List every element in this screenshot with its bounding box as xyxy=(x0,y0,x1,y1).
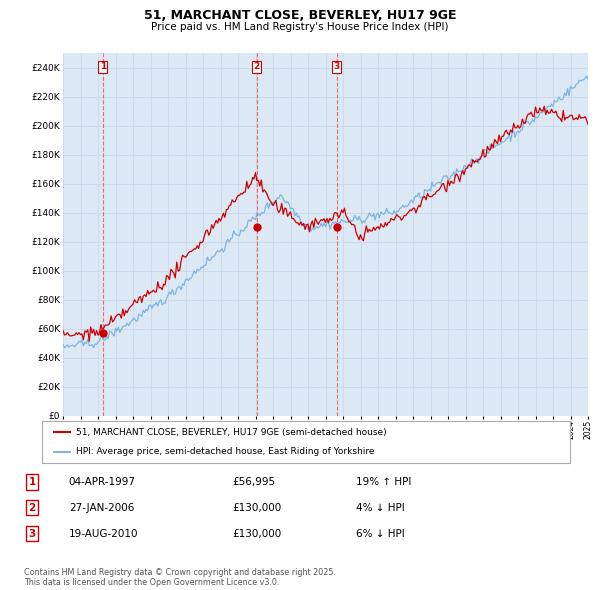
Text: 6% ↓ HPI: 6% ↓ HPI xyxy=(356,529,405,539)
Text: 1: 1 xyxy=(28,477,36,487)
Text: 51, MARCHANT CLOSE, BEVERLEY, HU17 9GE (semi-detached house): 51, MARCHANT CLOSE, BEVERLEY, HU17 9GE (… xyxy=(76,428,387,437)
Text: 4% ↓ HPI: 4% ↓ HPI xyxy=(356,503,405,513)
Text: 3: 3 xyxy=(334,62,340,71)
Text: 2: 2 xyxy=(28,503,36,513)
Text: 2: 2 xyxy=(254,62,260,71)
Text: 04-APR-1997: 04-APR-1997 xyxy=(69,477,136,487)
Text: HPI: Average price, semi-detached house, East Riding of Yorkshire: HPI: Average price, semi-detached house,… xyxy=(76,447,375,456)
Text: £56,995: £56,995 xyxy=(232,477,275,487)
Text: 1: 1 xyxy=(100,62,106,71)
Text: £130,000: £130,000 xyxy=(232,529,281,539)
Text: 27-JAN-2006: 27-JAN-2006 xyxy=(69,503,134,513)
Text: 51, MARCHANT CLOSE, BEVERLEY, HU17 9GE: 51, MARCHANT CLOSE, BEVERLEY, HU17 9GE xyxy=(144,9,456,22)
Text: 3: 3 xyxy=(28,529,36,539)
Text: £130,000: £130,000 xyxy=(232,503,281,513)
Text: 19% ↑ HPI: 19% ↑ HPI xyxy=(356,477,412,487)
Text: Contains HM Land Registry data © Crown copyright and database right 2025.
This d: Contains HM Land Registry data © Crown c… xyxy=(24,568,336,587)
Text: Price paid vs. HM Land Registry's House Price Index (HPI): Price paid vs. HM Land Registry's House … xyxy=(151,22,449,32)
Text: 19-AUG-2010: 19-AUG-2010 xyxy=(69,529,138,539)
